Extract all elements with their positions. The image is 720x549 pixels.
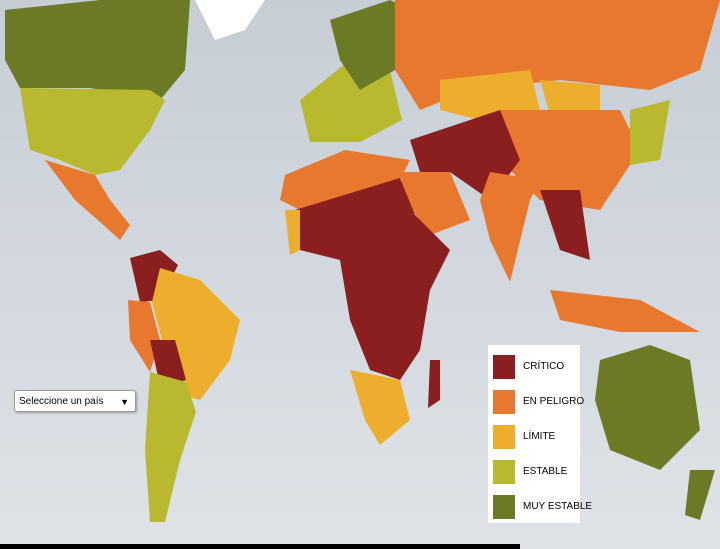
southern-africa xyxy=(350,370,410,445)
west-africa xyxy=(285,210,300,255)
australia xyxy=(595,345,700,470)
legend-label: MUY ESTABLE xyxy=(523,501,593,512)
indonesia xyxy=(550,290,700,332)
arabia xyxy=(400,172,470,235)
legend-swatch xyxy=(493,425,515,449)
dropdown-arrow: ▼ xyxy=(120,397,129,407)
bottom-bar xyxy=(0,544,520,549)
mongolia xyxy=(540,80,600,115)
mexico xyxy=(45,160,130,240)
legend-swatch xyxy=(493,390,515,414)
new-zealand xyxy=(685,470,715,520)
southern-cone xyxy=(145,372,196,522)
canada xyxy=(5,0,190,100)
madagascar xyxy=(428,360,440,408)
kazakhstan xyxy=(440,70,540,120)
legend-swatch xyxy=(493,495,515,519)
greenland xyxy=(195,0,265,40)
north-africa xyxy=(280,150,410,210)
colombia-venezuela xyxy=(130,250,178,302)
legend-swatch xyxy=(493,355,515,379)
india xyxy=(480,172,540,282)
peru xyxy=(128,300,160,372)
southeast-asia xyxy=(540,190,590,260)
legend-swatch xyxy=(493,460,515,484)
japan xyxy=(630,100,670,165)
legend-label: CRÍTICO xyxy=(523,361,565,372)
central-africa xyxy=(295,178,450,380)
select-placeholder: Seleccione un país xyxy=(19,396,104,407)
legend-label: LÍMITE xyxy=(523,431,556,442)
scandinavia xyxy=(330,0,410,90)
country-select[interactable]: Seleccione un país ▼ xyxy=(14,390,136,412)
legend: CRÍTICO EN PELIGRO LÍMITE ESTABLE MUY ESTABL… xyxy=(488,345,592,523)
legend-label: ESTABLE xyxy=(523,466,568,477)
usa xyxy=(20,88,165,175)
legend-label: EN PELIGRO xyxy=(523,396,585,407)
